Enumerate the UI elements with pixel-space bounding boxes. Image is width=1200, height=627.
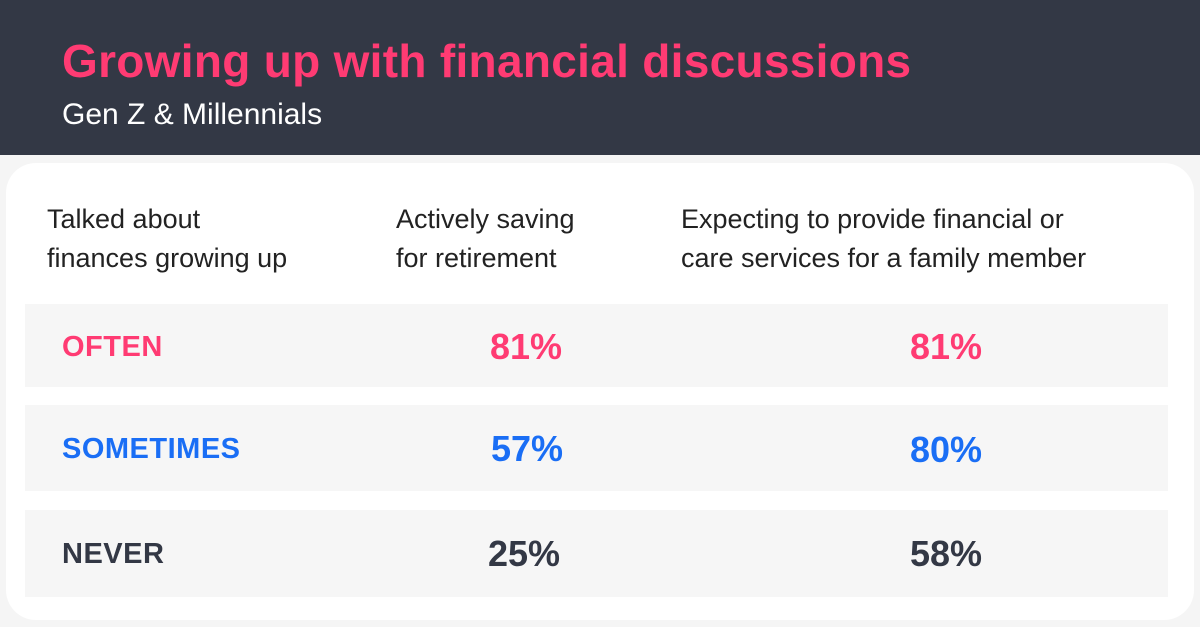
page-subtitle: Gen Z & Millennials — [62, 98, 323, 131]
page-title: Growing up with financial discussions — [62, 35, 912, 87]
header-banner: Growing up with financial discussions Ge… — [0, 0, 1200, 155]
family-care-value: 81% — [909, 326, 983, 367]
row-label: OFTEN — [62, 331, 163, 363]
row-label: SOMETIMES — [62, 433, 241, 465]
column-header-line: finances growing up — [47, 243, 288, 273]
column-header-retirement: Actively saving for retirement — [396, 200, 575, 278]
column-header-family-care: Expecting to provide financial or care s… — [681, 200, 1086, 278]
table-row-sometimes: SOMETIMES 57% 80% — [25, 405, 1168, 491]
retirement-value: 57% — [490, 428, 564, 469]
column-header-line: care services for a family member — [681, 243, 1087, 273]
family-care-value: 58% — [909, 533, 983, 574]
column-header-line: for retirement — [396, 243, 557, 273]
column-header-line: Expecting to provide financial or — [681, 204, 1064, 234]
table-row-never: NEVER 25% 58% — [25, 510, 1168, 597]
table-row-often: OFTEN 81% 81% — [25, 304, 1168, 387]
retirement-value: 81% — [489, 326, 563, 367]
retirement-value: 25% — [487, 533, 561, 574]
column-header-line: Actively saving — [396, 204, 575, 234]
column-header-line: Talked about — [47, 204, 201, 234]
column-header-talked: Talked about finances growing up — [47, 200, 287, 278]
row-label: NEVER — [62, 538, 165, 570]
family-care-value: 80% — [909, 429, 983, 470]
